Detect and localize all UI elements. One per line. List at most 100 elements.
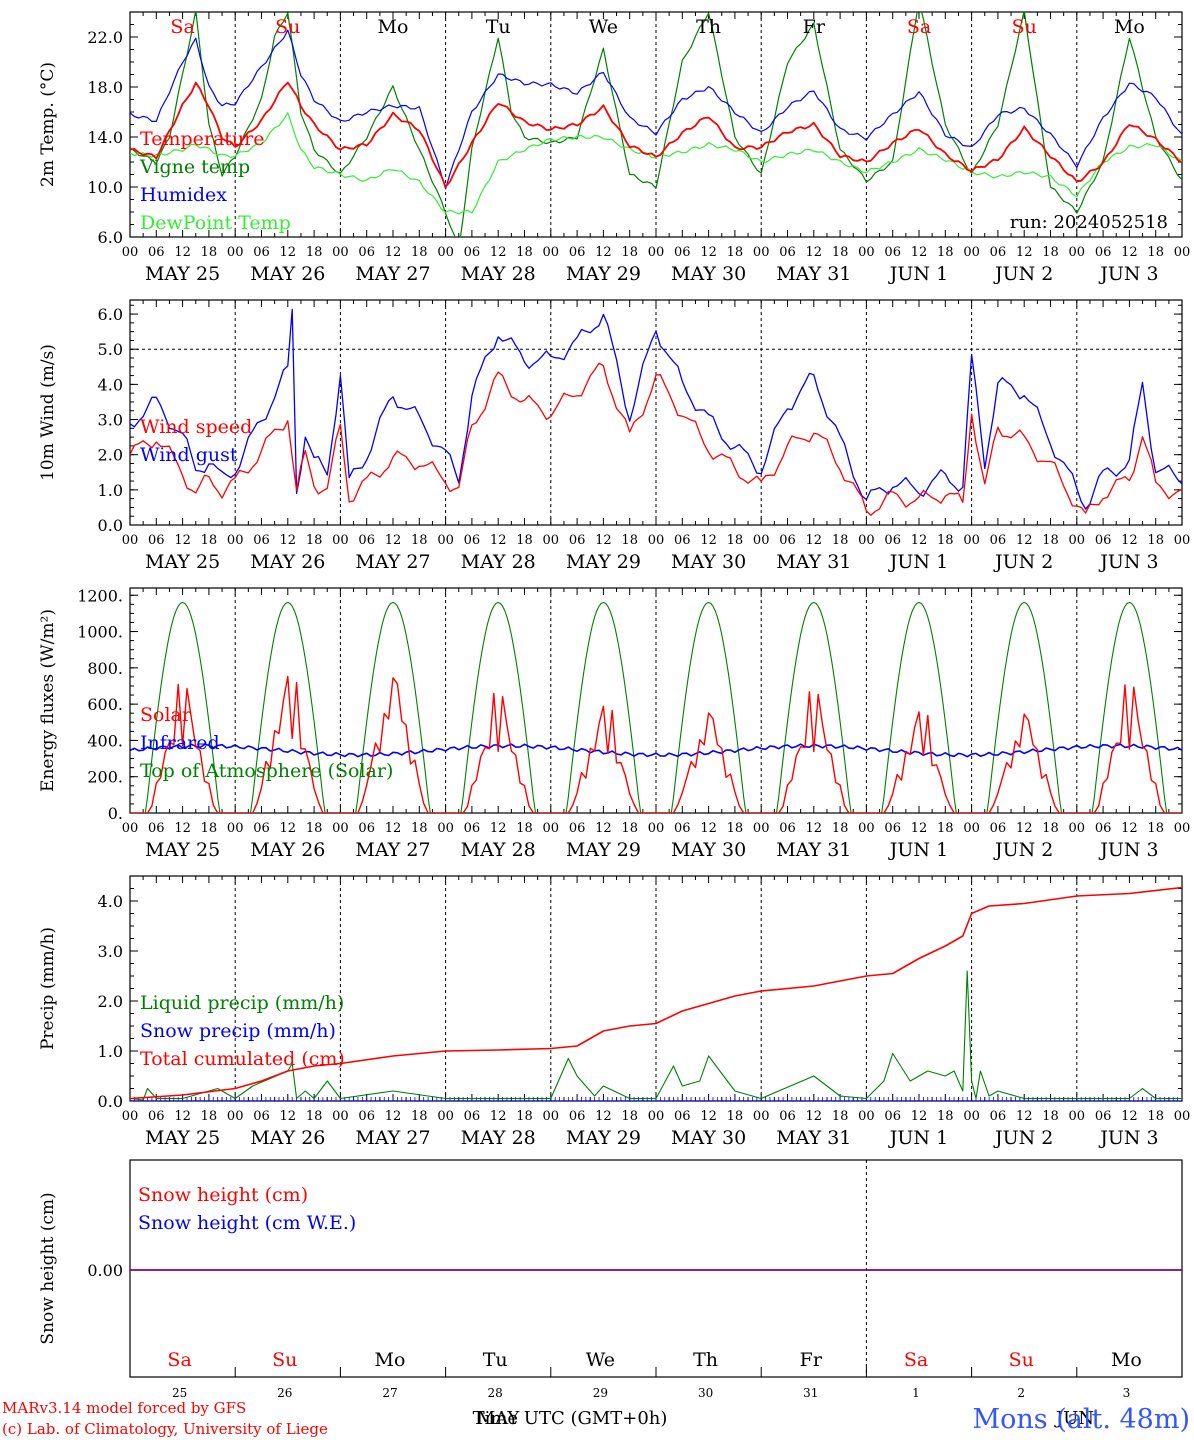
hour-tick-label: 12 <box>911 245 928 260</box>
legend-entry: Wind speed <box>140 416 252 438</box>
hour-tick-label: 12 <box>595 821 612 836</box>
hour-tick-label: 06 <box>1095 821 1112 836</box>
hour-tick-label: 00 <box>648 533 665 548</box>
day-marker: Th <box>696 16 721 38</box>
hour-tick-label: 18 <box>1042 1109 1059 1124</box>
y-axis-label: Energy fluxes (W/m²) <box>38 609 58 792</box>
hour-tick-label: 00 <box>437 533 454 548</box>
hour-tick-label: 00 <box>1069 245 1086 260</box>
hour-tick-label: 00 <box>753 245 770 260</box>
hour-tick-label: 18 <box>832 821 849 836</box>
date-label: JUN 2 <box>993 263 1053 285</box>
series-line-top-of-atmosphere <box>130 601 1182 813</box>
hour-tick-label: 00 <box>858 245 875 260</box>
hour-tick-label: 00 <box>543 533 560 548</box>
hour-tick-label: 18 <box>201 821 218 836</box>
wind-series-group <box>130 308 1182 516</box>
x-axis-title: Time UTC (GMT+0h) <box>473 1408 668 1429</box>
date-label: MAY 27 <box>355 1127 430 1149</box>
hour-tick-label: 00 <box>1174 821 1191 836</box>
hour-tick-label: 12 <box>806 1109 823 1124</box>
hour-tick-label: 06 <box>253 1109 270 1124</box>
date-label: JUN 2 <box>993 839 1053 861</box>
hour-tick-label: 00 <box>1069 1109 1086 1124</box>
footer-lab-credit: (c) Lab. of Climatology, University of L… <box>2 1420 328 1438</box>
hour-tick-label: 12 <box>595 533 612 548</box>
date-label: MAY 25 <box>145 839 220 861</box>
legend-entry: Infrared <box>140 732 220 754</box>
bottom-day-number: 25 <box>172 1386 187 1400</box>
hour-tick-label: 06 <box>990 1109 1007 1124</box>
precip-series-group <box>130 886 1182 1101</box>
bottom-day-number: 31 <box>803 1386 818 1400</box>
hour-tick-label: 18 <box>201 245 218 260</box>
hour-tick-label: 18 <box>306 821 323 836</box>
day-marker: Sa <box>170 16 194 38</box>
y-tick-label: 4.0 <box>98 375 123 394</box>
hour-tick-label: 12 <box>1121 533 1138 548</box>
hour-tick-label: 18 <box>516 1109 533 1124</box>
hour-tick-label: 06 <box>1095 533 1112 548</box>
month-label: MAY <box>477 1408 521 1429</box>
hour-tick-label: 06 <box>884 533 901 548</box>
date-label: MAY 31 <box>776 263 851 285</box>
y-tick-label: 14.0 <box>87 128 123 147</box>
y-tick-label: 800. <box>87 659 123 678</box>
y-tick-label: 1200. <box>77 586 123 605</box>
hour-tick-label: 06 <box>1095 1109 1112 1124</box>
hour-tick-label: 00 <box>122 533 139 548</box>
date-label: MAY 31 <box>776 1127 851 1149</box>
y-tick-label: 2.0 <box>98 992 123 1011</box>
hour-tick-label: 06 <box>990 821 1007 836</box>
hour-tick-label: 06 <box>990 245 1007 260</box>
day-marker: Tu <box>486 16 511 38</box>
hour-tick-label: 00 <box>332 821 349 836</box>
date-label: MAY 26 <box>250 839 325 861</box>
date-label: JUN 3 <box>1098 1127 1158 1149</box>
hour-tick-label: 06 <box>148 1109 165 1124</box>
y-tick-label: 400. <box>87 731 123 750</box>
y-tick-label: 10.0 <box>87 178 123 197</box>
hour-tick-label: 06 <box>464 245 481 260</box>
date-label: MAY 26 <box>250 1127 325 1149</box>
hour-tick-label: 12 <box>700 533 717 548</box>
hour-tick-label: 06 <box>148 245 165 260</box>
y-axis-label: 10m Wind (m/s) <box>38 344 58 481</box>
date-label: MAY 25 <box>145 263 220 285</box>
hour-tick-label: 18 <box>727 821 744 836</box>
energy-series-group <box>130 601 1182 813</box>
date-label: MAY 27 <box>355 263 430 285</box>
date-label: MAY 30 <box>671 263 746 285</box>
hour-tick-label: 00 <box>858 533 875 548</box>
hour-tick-label: 00 <box>437 245 454 260</box>
day-marker: We <box>589 16 618 38</box>
date-label: MAY 30 <box>671 1127 746 1149</box>
legend-entry: Snow height (cm W.E.) <box>138 1212 356 1234</box>
hour-tick-label: 06 <box>464 1109 481 1124</box>
hour-tick-label: 06 <box>884 1109 901 1124</box>
bottom-day-number: 30 <box>698 1386 713 1400</box>
hour-tick-label: 18 <box>1042 245 1059 260</box>
hour-tick-label: 12 <box>1016 245 1033 260</box>
hour-tick-label: 12 <box>700 821 717 836</box>
y-tick-label: 3.0 <box>98 411 123 430</box>
hour-tick-label: 06 <box>779 533 796 548</box>
hour-tick-label: 12 <box>280 1109 297 1124</box>
legend-entry: Humidex <box>140 184 227 206</box>
hour-tick-label: 00 <box>1174 245 1191 260</box>
hour-tick-label: 00 <box>753 533 770 548</box>
hour-tick-label: 06 <box>779 1109 796 1124</box>
y-tick-label: 6.0 <box>98 305 123 324</box>
day-marker: Fr <box>800 1349 823 1371</box>
hour-tick-label: 00 <box>437 1109 454 1124</box>
hour-tick-label: 00 <box>227 245 244 260</box>
series-line-liquid-precip <box>130 970 1182 1101</box>
bottom-day-number: 3 <box>1123 1386 1131 1400</box>
hour-tick-label: 12 <box>1016 533 1033 548</box>
hour-tick-label: 18 <box>1147 245 1164 260</box>
y-tick-label: 1.0 <box>98 1042 123 1061</box>
hour-tick-label: 06 <box>674 245 691 260</box>
day-marker: Su <box>275 16 300 38</box>
day-marker: Tu <box>483 1349 508 1371</box>
